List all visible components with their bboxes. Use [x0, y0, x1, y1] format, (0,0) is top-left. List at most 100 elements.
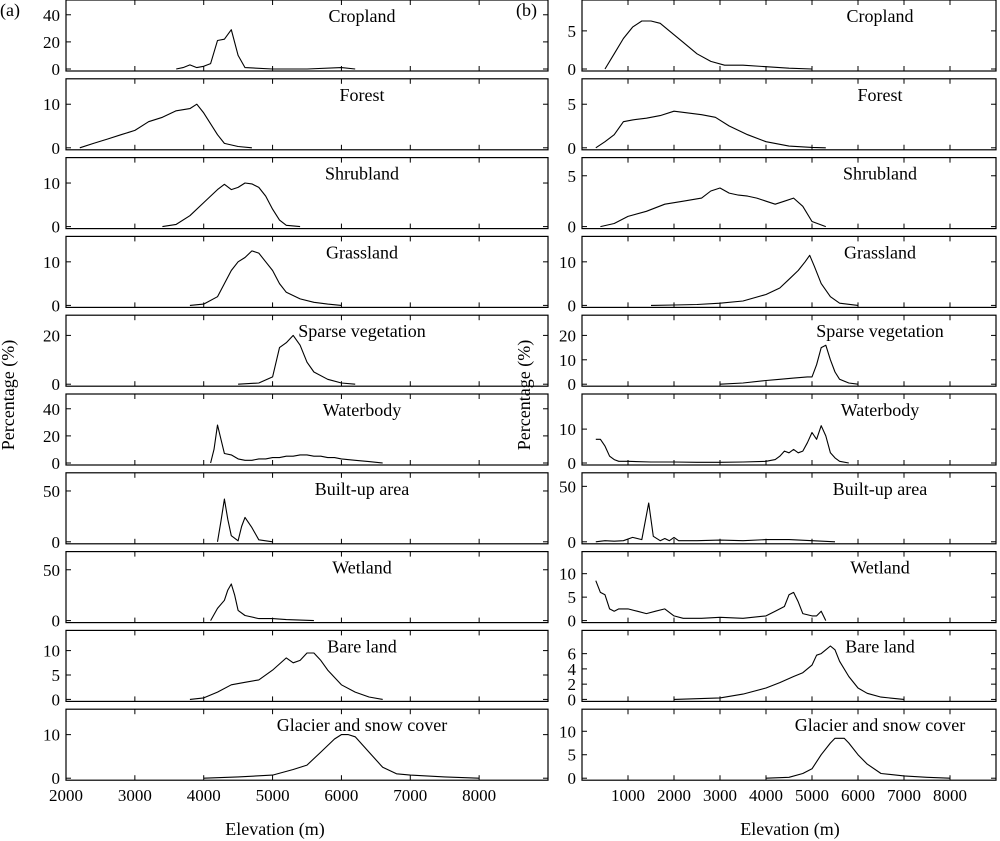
subplot-shrubland: 0 10 Shrubland	[43, 157, 549, 237]
y-tick-label: 0	[568, 769, 577, 788]
y-tick-label: 0	[568, 60, 577, 79]
x-tick-label: 7000	[887, 786, 921, 805]
x-tick-label: 7000	[393, 786, 427, 805]
series-line-forest	[595, 110, 826, 149]
subplot-title: Waterbody	[323, 400, 402, 420]
y-tick-label: 5	[568, 22, 577, 41]
series-line-bare-land	[189, 652, 383, 700]
plot-frame	[581, 472, 997, 545]
y-tick-label: 10	[43, 174, 60, 193]
series-line-grassland	[189, 250, 342, 306]
subplot-title: Grassland	[326, 242, 398, 262]
y-tick-label: 0	[52, 375, 61, 394]
subplot-title: Forest	[340, 85, 385, 105]
plot-frame	[65, 0, 549, 72]
subplot-cropland: 0 5 Cropland	[568, 0, 997, 79]
series-line-wetland	[595, 580, 827, 621]
y-tick-label: 2	[568, 675, 577, 694]
y-tick-label: 0	[568, 296, 577, 315]
subplot-cropland: 0 20 40 Cropland	[43, 0, 549, 79]
subplot-title: Cropland	[329, 6, 396, 26]
plot-frame	[65, 629, 549, 703]
subplot-sparse-vegetation: 0 10 20 Sparse vegetation	[559, 314, 997, 394]
panel-label: (b)	[516, 0, 537, 21]
subplot-title: Glacier and snow cover	[277, 715, 447, 735]
subplot-glacier-and-snow-cover: 0 10 Glacier and snow cover 2000 3000 4000 500…	[43, 708, 549, 805]
y-tick-label: 0	[52, 139, 61, 158]
y-tick-label: 5	[568, 167, 577, 186]
plot-frame	[65, 550, 549, 624]
plot-frame	[581, 0, 997, 72]
x-tick-label: 5000	[795, 786, 829, 805]
plot-frame	[65, 393, 549, 466]
chart-a: (a) 0 20 40 Cropland 0 10 Forest 0 10 Shrubland 0 10…	[0, 0, 549, 805]
x-tick-label: 2000	[49, 786, 83, 805]
x-axis-title-b: Elevation (m)	[740, 819, 839, 840]
series-line-sparse-vegetation	[719, 344, 859, 385]
subplot-sparse-vegetation: 0 20 Sparse vegetation	[43, 314, 549, 394]
series-line-shrubland	[600, 187, 826, 228]
subplot-title: Cropland	[847, 6, 914, 26]
subplot-waterbody: 0 10 Waterbody	[559, 393, 997, 473]
series-line-waterbody	[595, 425, 849, 464]
y-tick-label: 10	[559, 722, 576, 741]
x-tick-label: 4000	[749, 786, 783, 805]
series-line-bare-land	[673, 645, 905, 700]
x-tick-label: 1000	[611, 786, 645, 805]
y-tick-label: 50	[43, 561, 60, 580]
subplot-title: Sparse vegetation	[298, 321, 425, 341]
y-tick-label: 0	[52, 769, 61, 788]
x-tick-label: 3000	[118, 786, 152, 805]
subplot-built-up-area: 0 50 Built-up area	[43, 472, 549, 552]
y-tick-label: 10	[43, 253, 60, 272]
series-line-sparse-vegetation	[238, 334, 356, 385]
y-tick-label: 5	[568, 746, 577, 765]
series-line-waterbody	[210, 424, 383, 464]
subplot-forest: 0 5 Forest	[568, 78, 997, 158]
plot-frame	[65, 314, 549, 387]
y-tick-label: 20	[559, 326, 576, 345]
x-tick-label: 8000	[933, 786, 967, 805]
plot-frame	[581, 708, 997, 781]
plot-frame	[581, 157, 997, 230]
subplot-title: Built-up area	[833, 479, 927, 499]
series-line-shrubland	[162, 182, 301, 228]
subplot-forest: 0 10 Forest	[43, 78, 549, 158]
subplot-grassland: 0 10 Grassland	[559, 235, 997, 315]
subplot-title: Wetland	[850, 558, 910, 578]
y-tick-label: 0	[568, 139, 577, 158]
plot-frame	[65, 708, 549, 781]
y-tick-label: 0	[568, 612, 577, 631]
y-tick-label: 50	[559, 477, 576, 496]
y-tick-label: 10	[559, 420, 576, 439]
series-line-built-up-area	[595, 502, 836, 543]
x-tick-label: 6000	[324, 786, 358, 805]
plot-frame	[65, 157, 549, 230]
y-tick-label: 0	[568, 454, 577, 473]
y-tick-label: 0	[52, 60, 61, 79]
y-tick-label: 5	[568, 95, 577, 114]
subplot-wetland: 0 50 Wetland	[43, 550, 549, 631]
y-tick-label: 5	[568, 588, 577, 607]
plot-frame	[65, 235, 549, 308]
series-line-wetland	[210, 583, 314, 622]
series-line-glacier-and-snow-cover	[203, 734, 480, 779]
series-line-forest	[79, 103, 252, 149]
x-tick-label: 6000	[841, 786, 875, 805]
y-tick-label: 0	[568, 533, 577, 552]
y-axis-title-b: Percentage (%)	[514, 340, 535, 450]
subplot-waterbody: 0 20 40 Waterbody	[43, 393, 549, 473]
y-tick-label: 0	[568, 690, 577, 709]
plot-frame	[581, 78, 997, 151]
y-tick-label: 50	[43, 482, 60, 501]
y-tick-label: 40	[43, 6, 60, 25]
subplot-glacier-and-snow-cover: 0 5 10 Glacier and snow cover 1000 2000 3000 40…	[559, 708, 997, 805]
subplot-title: Glacier and snow cover	[795, 715, 965, 735]
y-tick-label: 20	[43, 326, 60, 345]
series-line-cropland	[176, 29, 356, 70]
subplot-built-up-area: 0 50 Built-up area	[559, 472, 997, 552]
plot-frame	[581, 235, 997, 308]
y-tick-label: 10	[559, 253, 576, 272]
